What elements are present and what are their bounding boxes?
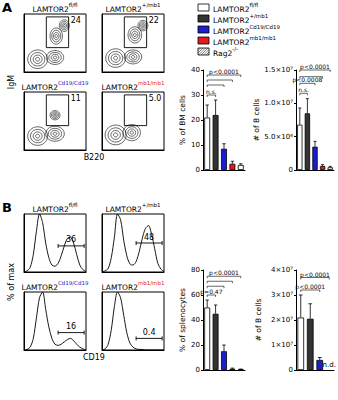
- svg-text:80: 80: [191, 266, 200, 274]
- svg-text:fl/fl: fl/fl: [69, 202, 78, 208]
- svg-text:B220: B220: [84, 153, 105, 162]
- svg-text:LAMTOR2: LAMTOR2: [22, 83, 59, 92]
- svg-text:5.0: 5.0: [149, 94, 162, 103]
- svg-text:LAMTOR2: LAMTOR2: [213, 16, 250, 25]
- svg-text:p=0.47: p=0.47: [200, 288, 222, 296]
- svg-text:+/mb1: +/mb1: [142, 2, 161, 8]
- svg-text:0.4: 0.4: [143, 328, 156, 337]
- svg-text:0: 0: [289, 366, 293, 374]
- svg-text:mb1/mb1: mb1/mb1: [138, 280, 165, 286]
- svg-text:1.5×10⁷: 1.5×10⁷: [264, 66, 293, 74]
- svg-text:LAMTOR2: LAMTOR2: [102, 283, 139, 292]
- svg-text:LAMTOR2: LAMTOR2: [32, 5, 69, 14]
- svg-text:22: 22: [149, 16, 159, 25]
- svg-text:Cd19/Cd19: Cd19/Cd19: [58, 80, 89, 86]
- svg-text:fl/fl: fl/fl: [69, 2, 78, 8]
- svg-text:LAMTOR2: LAMTOR2: [213, 27, 250, 36]
- svg-text:CD19: CD19: [83, 353, 105, 362]
- svg-text:2×10⁷: 2×10⁷: [271, 316, 293, 324]
- svg-text:0: 0: [196, 366, 200, 374]
- svg-text:3×10⁷: 3×10⁷: [271, 291, 293, 299]
- svg-text:p<0.0008: p<0.0008: [292, 76, 322, 84]
- svg-text:p<0.0001: p<0.0001: [209, 68, 239, 76]
- svg-text:# of B cells: # of B cells: [254, 299, 263, 342]
- svg-text:LAMTOR2: LAMTOR2: [102, 83, 139, 92]
- svg-text:40: 40: [191, 316, 200, 324]
- svg-text:Cd19/Cd19: Cd19/Cd19: [249, 24, 280, 30]
- svg-text:n.s.: n.s.: [206, 88, 217, 95]
- svg-text:Cd19/Cd19: Cd19/Cd19: [58, 280, 89, 286]
- svg-text:n.s.: n.s.: [298, 86, 309, 93]
- svg-text:16: 16: [66, 322, 76, 331]
- svg-text:40: 40: [191, 66, 200, 74]
- svg-text:60: 60: [191, 291, 200, 299]
- svg-text:# of B cells: # of B cells: [252, 99, 261, 142]
- svg-text:p<0.0001: p<0.0001: [209, 269, 239, 277]
- svg-text:mb1/mb1: mb1/mb1: [138, 80, 165, 86]
- svg-text:LAMTOR2: LAMTOR2: [22, 283, 59, 292]
- svg-text:1×10⁷: 1×10⁷: [271, 341, 293, 349]
- svg-text:LAMTOR2: LAMTOR2: [213, 5, 250, 14]
- svg-text:48: 48: [144, 232, 155, 242]
- svg-text:20: 20: [191, 116, 200, 124]
- svg-text:LAMTOR2: LAMTOR2: [105, 5, 142, 14]
- svg-text:1.0×10⁷: 1.0×10⁷: [264, 99, 293, 107]
- svg-text:A: A: [2, 0, 12, 15]
- svg-text:LAMTOR2: LAMTOR2: [32, 205, 69, 214]
- svg-text:% of max: % of max: [7, 263, 16, 301]
- svg-text:20: 20: [191, 341, 200, 349]
- svg-text:24: 24: [71, 16, 81, 25]
- svg-text:+/mb1: +/mb1: [249, 13, 268, 19]
- svg-text:11: 11: [71, 94, 81, 103]
- svg-text:p<0.0001: p<0.0001: [300, 271, 330, 279]
- svg-text:0: 0: [289, 166, 293, 174]
- svg-text:B: B: [2, 200, 12, 215]
- svg-text:-/-: -/-: [232, 46, 238, 52]
- svg-text:5.0×10⁶: 5.0×10⁶: [264, 133, 293, 141]
- svg-text:+/mb1: +/mb1: [142, 202, 161, 208]
- svg-text:36: 36: [66, 235, 76, 244]
- svg-text:IgM: IgM: [7, 75, 16, 89]
- svg-text:30: 30: [191, 91, 200, 99]
- svg-text:10: 10: [191, 141, 200, 149]
- svg-text:mb1/mb1: mb1/mb1: [249, 35, 276, 41]
- svg-text:% of BM cells: % of BM cells: [178, 95, 187, 145]
- svg-text:p<0.0001: p<0.0001: [300, 63, 330, 71]
- svg-text:0: 0: [196, 166, 200, 174]
- svg-text:LAMTOR2: LAMTOR2: [105, 205, 142, 214]
- svg-text:n.d.: n.d.: [323, 361, 336, 369]
- svg-text:Rag2: Rag2: [213, 49, 232, 58]
- svg-text:p<0.0001: p<0.0001: [295, 283, 325, 291]
- svg-text:LAMTOR2: LAMTOR2: [213, 37, 250, 47]
- svg-text:% of splenocytes: % of splenocytes: [178, 288, 187, 352]
- svg-text:fl/fl: fl/fl: [249, 2, 258, 8]
- svg-text:4×10⁷: 4×10⁷: [271, 266, 293, 274]
